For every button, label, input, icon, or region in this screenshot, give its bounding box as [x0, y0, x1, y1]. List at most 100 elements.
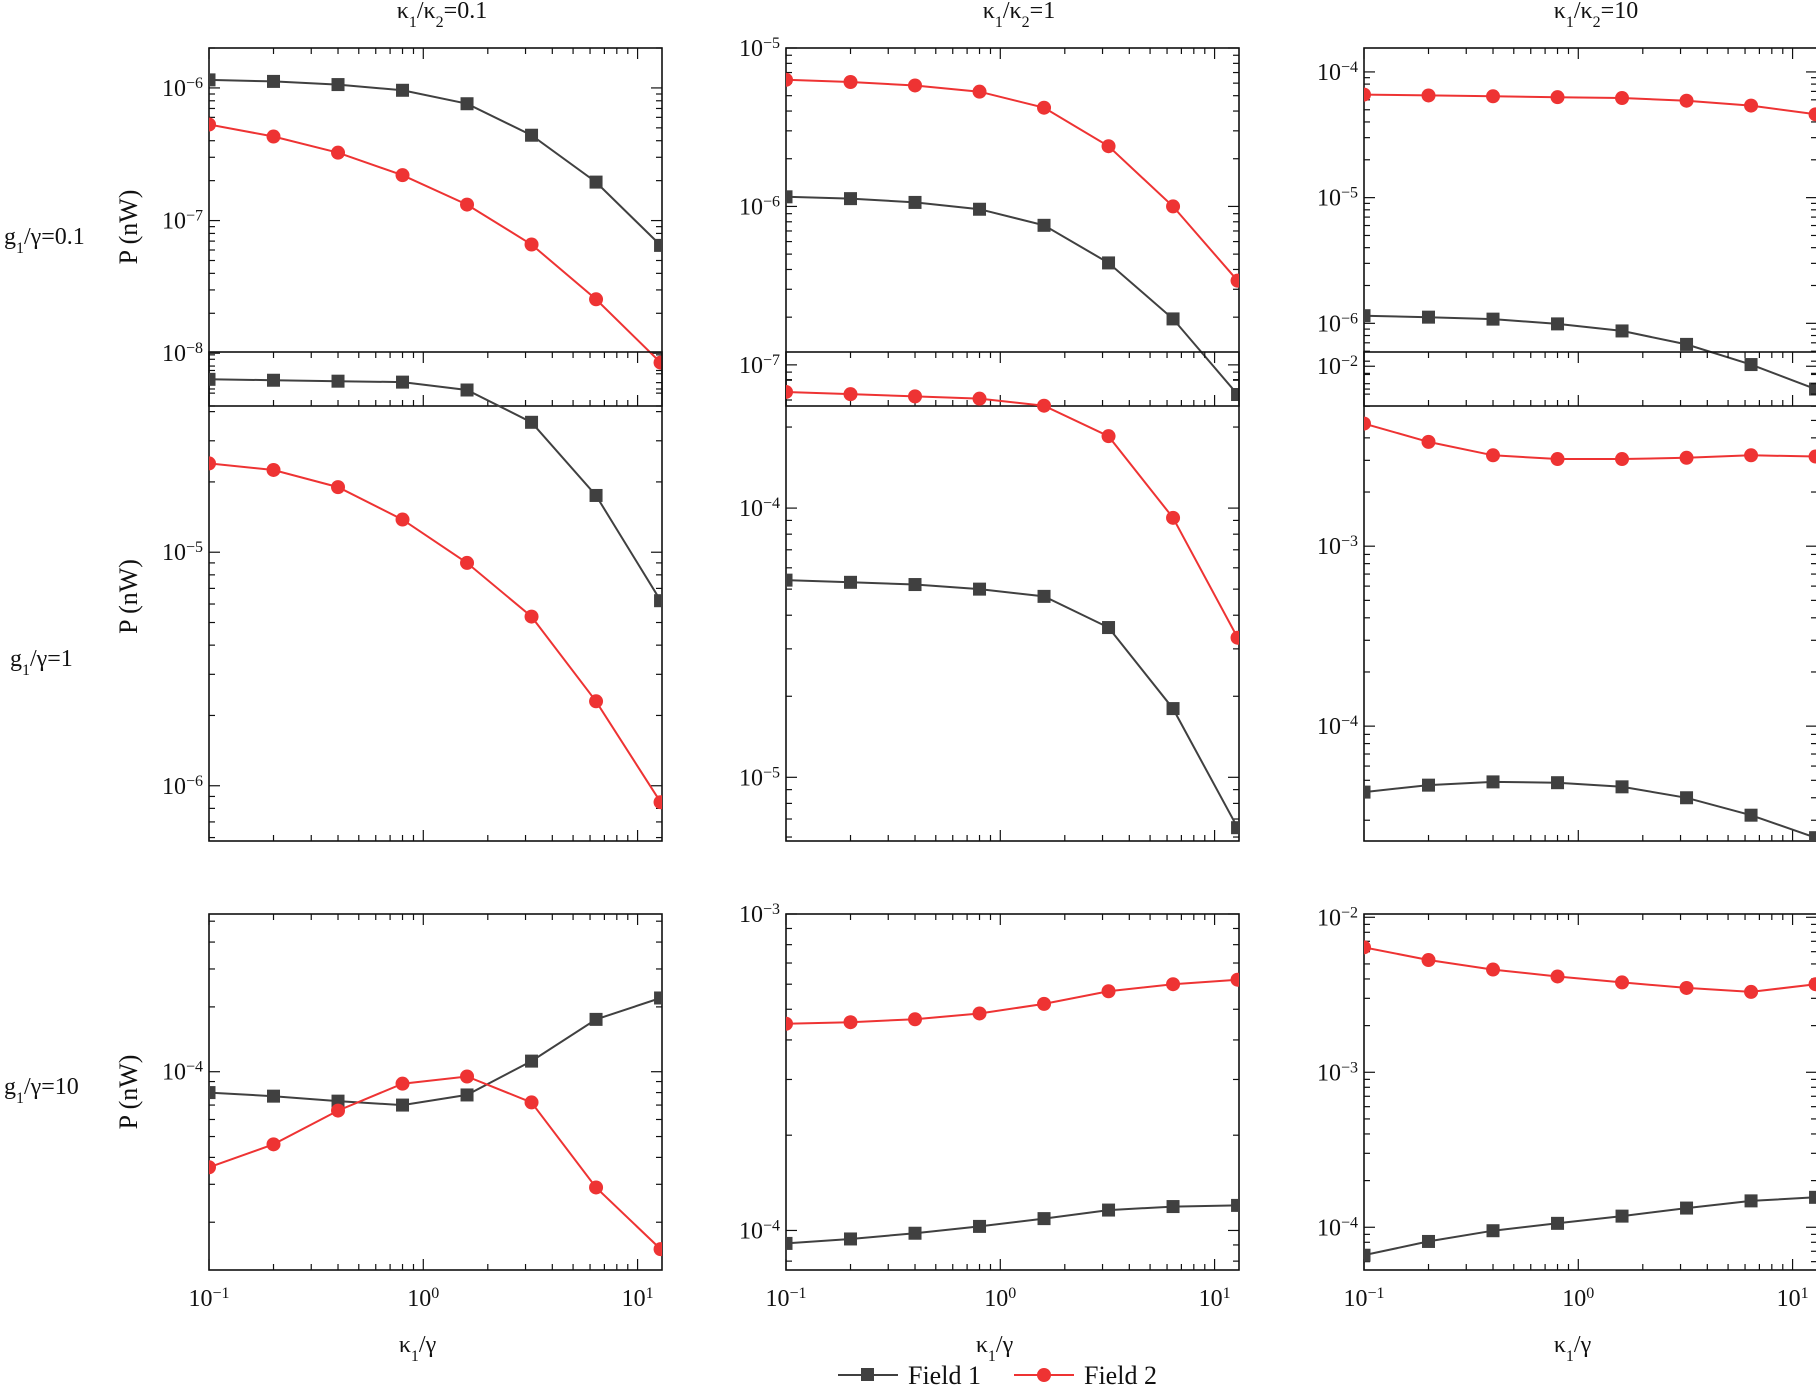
- point-field1: [1551, 317, 1565, 331]
- point-field2: [1744, 98, 1759, 113]
- point-field1: [1486, 312, 1500, 326]
- point-field2: [1550, 969, 1565, 984]
- legend-field2-label: Field 2: [1084, 1361, 1157, 1390]
- legend-field1-marker: [861, 1368, 874, 1381]
- point-field2: [395, 168, 410, 183]
- point-field1: [209, 372, 216, 386]
- point-field2: [331, 145, 346, 160]
- point-field1: [267, 1089, 281, 1103]
- point-field2: [653, 795, 662, 810]
- data-layer: [1364, 940, 1816, 1262]
- series-line-field2: [209, 123, 662, 364]
- point-field1: [1744, 808, 1758, 822]
- x-tick-label: 101: [1199, 1285, 1231, 1313]
- y-tick-label: 10−8: [162, 340, 203, 368]
- point-field1: [1102, 256, 1116, 270]
- point-field2: [1808, 449, 1816, 464]
- data-layer: [209, 73, 662, 370]
- point-field1: [1551, 776, 1565, 790]
- point-field1: [1166, 1200, 1180, 1214]
- series-line-field2: [786, 78, 1239, 282]
- y-axis-label: P (nW): [114, 559, 143, 634]
- series-line-field1: [209, 78, 662, 247]
- y-tick-label: 10−4: [1317, 1214, 1358, 1242]
- headers: κ1/κ2=0.1 κ1/κ2=1 κ1/κ2=10 g1/γ=0.1 g1/γ…: [4, 0, 1638, 1107]
- point-field1: [1422, 1234, 1436, 1248]
- point-field2: [524, 1095, 539, 1110]
- point-field2: [1550, 452, 1565, 467]
- col-header-3: κ1/κ2=10: [1554, 0, 1638, 31]
- point-field2: [908, 389, 923, 404]
- point-field2: [524, 609, 539, 624]
- point-field1: [1231, 821, 1239, 835]
- plot-frame: [1363, 47, 1816, 407]
- point-field2: [524, 237, 539, 252]
- point-field2: [908, 1012, 923, 1027]
- point-field2: [972, 84, 987, 99]
- panel-r3-c3: 10−2 10−3 10−4 10−1 100 101 κ1/γ: [1317, 904, 1816, 1365]
- data-layer: [786, 384, 1239, 835]
- point-field2: [1421, 434, 1436, 449]
- point-field2: [653, 1242, 662, 1257]
- series-line-field1: [786, 195, 1239, 396]
- point-field1: [1102, 1203, 1116, 1217]
- point-field1: [1422, 778, 1436, 792]
- point-field1: [908, 195, 922, 209]
- point-field1: [1166, 312, 1180, 326]
- point-field1: [1364, 309, 1371, 323]
- point-field2: [1744, 984, 1759, 999]
- x-tick-label: 10−1: [1343, 1285, 1384, 1313]
- y-tick-label: 10−4: [1317, 58, 1358, 86]
- point-field1: [460, 1088, 474, 1102]
- x-tick-label: 10−1: [188, 1285, 229, 1313]
- point-field1: [844, 575, 858, 589]
- point-field2: [460, 1069, 475, 1084]
- point-field1: [460, 383, 474, 397]
- point-field1: [1680, 337, 1694, 351]
- x-tick-label: 10−1: [765, 1285, 806, 1313]
- y-tick-label: 10−3: [1317, 1059, 1358, 1087]
- point-field1: [844, 1232, 858, 1246]
- y-tick-label: 10−2: [1317, 353, 1358, 381]
- point-field1: [844, 192, 858, 206]
- x-tick-label: 100: [984, 1285, 1016, 1313]
- point-field1: [267, 373, 281, 387]
- y-tick-label: 10−5: [739, 35, 780, 63]
- point-field1: [654, 991, 662, 1005]
- point-field2: [908, 78, 923, 93]
- point-field2: [589, 292, 604, 307]
- y-tick-label: 10−5: [739, 764, 780, 792]
- series-line-field1: [786, 1204, 1238, 1245]
- point-field2: [843, 387, 858, 402]
- point-field1: [654, 594, 662, 608]
- point-field1: [460, 97, 474, 111]
- point-field1: [786, 1236, 793, 1250]
- y-tick-label: 10−5: [162, 539, 203, 567]
- point-field2: [1037, 398, 1052, 413]
- point-field1: [973, 202, 987, 216]
- y-tick-label: 10−4: [739, 1217, 780, 1245]
- x-tick-label: 101: [622, 1285, 654, 1313]
- point-field1: [1364, 785, 1371, 799]
- point-field2: [972, 1006, 987, 1021]
- point-field1: [209, 73, 216, 87]
- y-tick-label: 10−6: [1317, 310, 1358, 338]
- point-field1: [331, 374, 345, 388]
- point-field2: [1101, 984, 1116, 999]
- point-field1: [973, 582, 987, 596]
- point-field2: [209, 456, 216, 471]
- point-field1: [267, 74, 281, 88]
- point-field1: [973, 1219, 987, 1233]
- panel-r1-c2: 10−5 10−6 10−7: [739, 35, 1240, 407]
- point-field2: [1486, 448, 1501, 463]
- point-field1: [331, 78, 345, 92]
- point-field1: [1615, 324, 1629, 338]
- point-field2: [589, 1180, 604, 1195]
- point-field1: [1809, 382, 1816, 396]
- point-field2: [209, 117, 216, 132]
- point-field1: [1809, 1190, 1816, 1204]
- y-tick-label: 10−4: [739, 495, 780, 523]
- point-field1: [1486, 1224, 1500, 1238]
- point-field2: [1744, 448, 1759, 463]
